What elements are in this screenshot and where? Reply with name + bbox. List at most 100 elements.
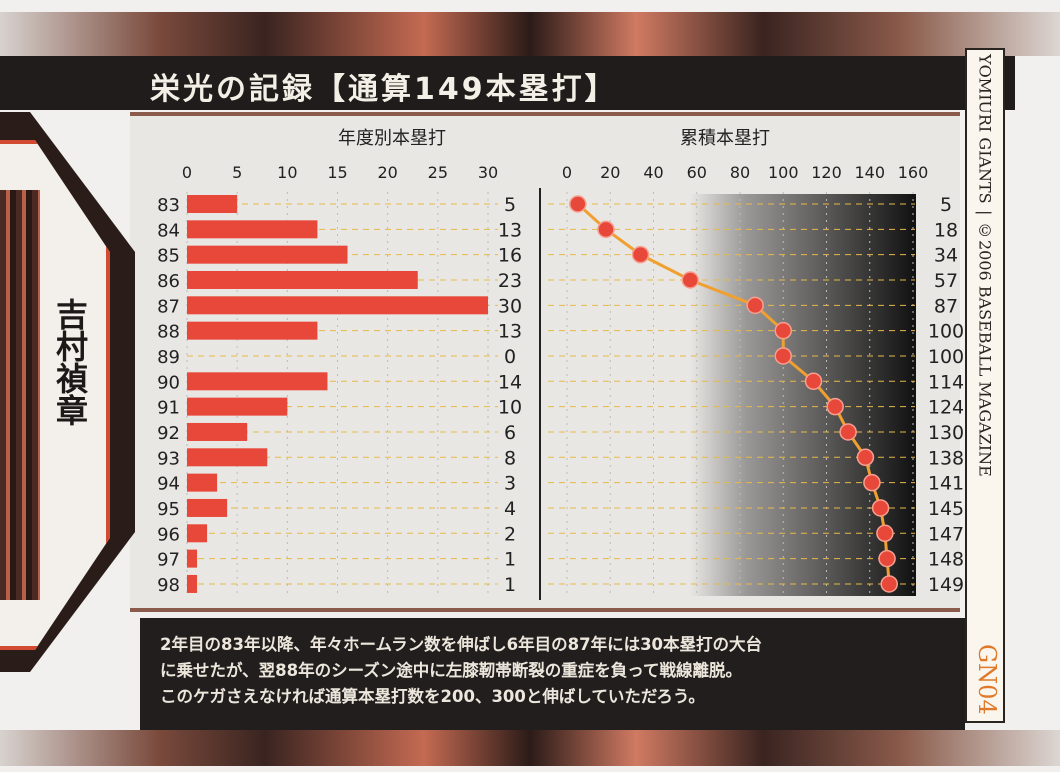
separator: | xyxy=(975,209,995,215)
bar-value-label: 1 xyxy=(504,574,516,596)
year-label: 91 xyxy=(157,398,180,419)
bar-x-tick-label: 25 xyxy=(428,163,448,182)
bar-87 xyxy=(187,296,488,315)
year-label: 84 xyxy=(157,220,180,241)
cumulative-point-91 xyxy=(826,397,844,416)
bar-value-label: 14 xyxy=(498,371,522,393)
bar-90 xyxy=(187,372,328,391)
cumulative-point-87 xyxy=(746,296,764,315)
year-label: 93 xyxy=(157,448,180,469)
side-strip: YOMIURI GIANTS | ©2006 BASEBALL MAGAZINE… xyxy=(965,48,1005,723)
left-stripes xyxy=(0,190,40,600)
bar-value-label: 3 xyxy=(504,473,516,495)
bar-value-label: 2 xyxy=(504,523,516,545)
year-label: 95 xyxy=(157,499,180,520)
bar-91 xyxy=(187,397,288,416)
cumulative-value-label: 100 xyxy=(928,346,964,368)
cumulative-value-label: 141 xyxy=(928,473,964,495)
bar-94 xyxy=(187,473,218,492)
cumulative-value-label: 145 xyxy=(928,498,964,520)
cumulative-value-label: 124 xyxy=(928,397,964,419)
cumulative-value-label: 18 xyxy=(934,219,958,241)
title-bar: 栄光の記録【通算149本塁打】 xyxy=(0,56,1015,110)
cumulative-value-label: 148 xyxy=(928,549,964,571)
cumulative-point-88 xyxy=(774,321,792,340)
cumulative-point-94 xyxy=(863,473,881,492)
year-label: 86 xyxy=(157,271,180,292)
bar-x-tick-label: 20 xyxy=(377,163,397,182)
year-label: 92 xyxy=(157,423,180,444)
bar-97 xyxy=(187,549,198,568)
line-x-tick-label: 80 xyxy=(730,163,750,182)
year-label: 89 xyxy=(157,347,180,368)
bar-96 xyxy=(187,524,208,543)
bar-95 xyxy=(187,498,228,517)
cumulative-line xyxy=(576,202,891,585)
cumulative-point-89 xyxy=(774,347,792,365)
copyright: ©2006 BASEBALL MAGAZINE xyxy=(975,221,995,477)
cumulative-value-label: 130 xyxy=(928,422,964,444)
line-x-tick-label: 0 xyxy=(562,163,572,182)
year-label: 96 xyxy=(157,524,180,545)
cumulative-value-label: 87 xyxy=(934,295,958,317)
top-decor-band xyxy=(0,12,1060,56)
cumulative-point-97 xyxy=(878,549,896,568)
description-line: 2年目の83年以降、年々ホームラン数を伸ばし6年目の87年には30本塁打の大台 xyxy=(160,635,763,654)
cumulative-value-label: 138 xyxy=(928,447,964,469)
bar-88 xyxy=(187,321,318,340)
bar-x-tick-label: 10 xyxy=(277,163,297,182)
year-label: 88 xyxy=(157,322,180,343)
card-number: GN04 xyxy=(973,644,1001,715)
cumulative-point-86 xyxy=(681,271,700,289)
bar-value-label: 0 xyxy=(504,346,516,368)
cumulative-value-label: 100 xyxy=(928,321,964,343)
bar-x-tick-label: 30 xyxy=(478,163,498,182)
cumulative-value-label: 147 xyxy=(928,523,964,545)
team-name: YOMIURI GIANTS xyxy=(975,54,995,204)
bar-value-label: 4 xyxy=(504,498,516,520)
player-name: 吉村禎章 xyxy=(51,298,89,426)
bar-98 xyxy=(187,574,198,593)
bar-value-label: 6 xyxy=(504,422,516,444)
bar-84 xyxy=(187,220,318,239)
year-label: 94 xyxy=(157,474,180,495)
description: 2年目の83年以降、年々ホームラン数を伸ばし6年目の87年には30本塁打の大台 … xyxy=(140,618,965,730)
bar-92 xyxy=(187,422,248,441)
cumulative-value-label: 57 xyxy=(934,270,958,292)
line-x-tick-label: 100 xyxy=(768,163,799,182)
year-label: 87 xyxy=(157,296,180,317)
year-label: 98 xyxy=(157,575,180,596)
side-credits: YOMIURI GIANTS | ©2006 BASEBALL MAGAZINE xyxy=(969,54,1001,614)
bar-value-label: 1 xyxy=(504,549,516,571)
description-line: このケガさえなければ通算本塁打数を200、300と伸ばしていただろう。 xyxy=(160,687,705,706)
cumulative-point-96 xyxy=(876,524,894,543)
bar-value-label: 5 xyxy=(504,194,516,216)
line-x-tick-label: 20 xyxy=(600,163,620,182)
description-line: に乗せたが、翌88年のシーズン途中に左膝靭帯断裂の重症を負って戦線離脱。 xyxy=(160,661,742,680)
cumulative-point-93 xyxy=(856,448,875,467)
bar-value-label: 13 xyxy=(498,219,522,241)
page-title: 栄光の記録【通算149本塁打】 xyxy=(150,72,618,107)
cumulative-point-90 xyxy=(804,372,823,391)
line-x-tick-label: 60 xyxy=(687,163,707,182)
cumulative-point-98 xyxy=(880,575,898,593)
year-label: 83 xyxy=(157,195,180,216)
cumulative-value-label: 149 xyxy=(928,574,964,596)
bar-83 xyxy=(187,195,238,213)
line-x-tick-label: 40 xyxy=(643,163,663,182)
year-label: 90 xyxy=(157,372,180,393)
cumulative-value-label: 34 xyxy=(934,245,958,267)
cumulative-point-92 xyxy=(839,423,857,441)
bottom-decor-band xyxy=(0,730,1060,766)
bar-x-tick-label: 15 xyxy=(327,163,347,182)
line-x-tick-label: 160 xyxy=(898,163,929,182)
cumulative-point-95 xyxy=(871,499,890,517)
bar-chart-title: 年度別本塁打 xyxy=(338,128,446,149)
cumulative-point-85 xyxy=(631,245,650,264)
bar-value-label: 23 xyxy=(498,270,522,292)
bar-value-label: 8 xyxy=(504,447,516,469)
bar-85 xyxy=(187,245,348,264)
bar-value-label: 13 xyxy=(498,321,522,343)
bar-86 xyxy=(187,270,418,289)
